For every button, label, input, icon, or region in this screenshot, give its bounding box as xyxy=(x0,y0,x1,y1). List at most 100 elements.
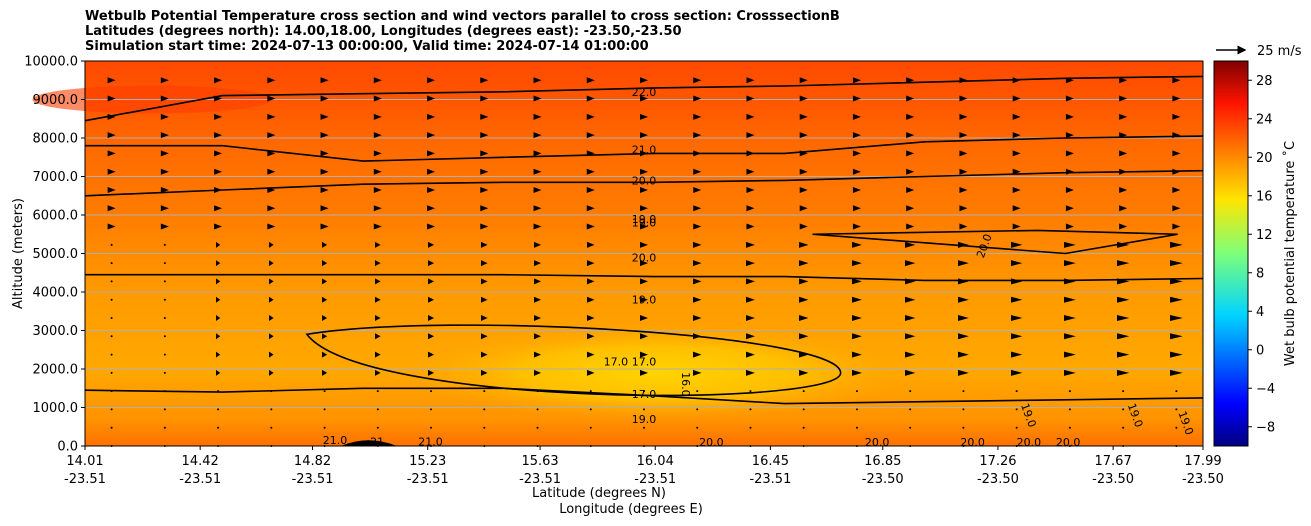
wind-vector xyxy=(321,351,328,358)
wind-vector xyxy=(962,426,965,429)
wind-vector xyxy=(1117,369,1130,376)
wind-vector xyxy=(267,186,276,193)
contour-label: 16.0 xyxy=(679,372,692,397)
wind-vector xyxy=(374,260,381,267)
wind-vector xyxy=(1015,426,1018,429)
wind-vector xyxy=(160,150,169,157)
wind-vector xyxy=(909,426,912,429)
wind-vector xyxy=(214,77,223,84)
wind-vector xyxy=(1170,369,1183,376)
wind-vector xyxy=(427,369,435,376)
wind-vector xyxy=(160,132,169,139)
wind-vector xyxy=(1119,132,1128,139)
y-tick-label: 2000.0 xyxy=(33,363,79,378)
wind-vector xyxy=(321,278,328,285)
wind-vector xyxy=(163,262,166,265)
wind-vector xyxy=(799,278,809,285)
x-tick-lon: -23.50 xyxy=(1092,472,1134,487)
wind-vector xyxy=(533,95,542,102)
wind-vector xyxy=(959,168,968,175)
colorbar-tick-label: 28 xyxy=(1256,74,1273,89)
wind-vector xyxy=(746,95,755,102)
wind-vector xyxy=(852,205,861,212)
wind-vector xyxy=(1172,132,1181,139)
wind-vector xyxy=(480,333,488,340)
x-tick-lon: -23.51 xyxy=(519,472,561,487)
wind-vector xyxy=(1119,150,1128,157)
wind-vector xyxy=(373,95,382,102)
x-axis-label-lon: Longitude (degrees E) xyxy=(559,502,703,517)
wind-vector xyxy=(855,426,858,429)
wind-vector xyxy=(267,223,276,230)
wind-vector xyxy=(215,369,221,376)
wind-vector xyxy=(533,223,542,230)
wind-vector xyxy=(643,390,645,393)
wind-vector xyxy=(640,150,648,157)
wind-vector xyxy=(799,333,809,340)
wind-vector xyxy=(320,95,329,102)
wind-vector xyxy=(373,77,382,84)
wind-vector xyxy=(1064,333,1076,340)
title-line-2: Latitudes (degrees north): 14.00,18.00, … xyxy=(85,24,682,39)
wind-vector xyxy=(374,241,381,248)
wind-vector xyxy=(746,260,755,267)
wind-vector xyxy=(320,132,329,139)
wind-vector xyxy=(586,150,595,157)
wind-vector xyxy=(959,205,968,212)
wind-vector xyxy=(640,351,648,358)
wind-vector xyxy=(374,333,381,340)
wind-vector xyxy=(1175,408,1178,411)
wind-vector xyxy=(1122,426,1125,429)
wind-vector xyxy=(533,205,542,212)
wind-vector xyxy=(163,371,166,374)
wind-vector xyxy=(1015,408,1018,411)
wind-vector xyxy=(962,390,965,393)
wind-vector xyxy=(852,296,862,303)
wind-vector xyxy=(214,205,223,212)
wind-vector xyxy=(589,426,592,429)
wind-vector xyxy=(217,426,220,429)
wind-vector xyxy=(852,278,862,285)
wind-vector xyxy=(427,260,435,267)
wind-vector xyxy=(1117,333,1130,340)
wind-vector xyxy=(905,278,916,285)
colorbar-tick-label: 8 xyxy=(1256,266,1264,281)
wind-vector xyxy=(799,369,809,376)
wind-vector xyxy=(693,77,702,84)
wind-vector xyxy=(374,369,381,376)
contour-label: 21.0 xyxy=(418,435,443,448)
contour-label: 20.0 xyxy=(1017,436,1042,449)
contour-label: 20.0 xyxy=(632,251,657,264)
wind-vector xyxy=(480,132,489,139)
wind-vector xyxy=(909,408,912,411)
wind-vector xyxy=(110,280,113,283)
wind-vector xyxy=(693,241,702,248)
wind-vector xyxy=(958,296,969,303)
wind-vector xyxy=(215,241,221,248)
wind-vector xyxy=(320,150,329,157)
wind-vector xyxy=(905,260,916,267)
wind-vector xyxy=(270,408,273,411)
wind-vector xyxy=(696,390,699,393)
wind-vector xyxy=(480,241,488,248)
wind-vector xyxy=(480,150,489,157)
wind-vector xyxy=(320,205,329,212)
wind-vector xyxy=(746,113,755,120)
wind-vector xyxy=(107,132,116,139)
wind-vector xyxy=(749,390,752,393)
wind-vector xyxy=(1065,132,1074,139)
contour-label: 22.0 xyxy=(632,86,657,99)
contour-label: 20.0 xyxy=(632,174,657,187)
contour-label: 19.0 xyxy=(632,217,657,230)
wind-vector xyxy=(374,278,381,285)
wind-vector xyxy=(905,369,916,376)
wind-vector xyxy=(533,150,542,157)
wind-vector xyxy=(640,186,648,193)
wind-vector xyxy=(267,150,276,157)
wind-vector xyxy=(427,351,435,358)
wind-vector xyxy=(1170,260,1183,267)
wind-vector xyxy=(799,186,808,193)
wind-vector xyxy=(640,314,648,321)
wind-vector xyxy=(107,186,116,193)
wind-vector xyxy=(163,408,166,411)
